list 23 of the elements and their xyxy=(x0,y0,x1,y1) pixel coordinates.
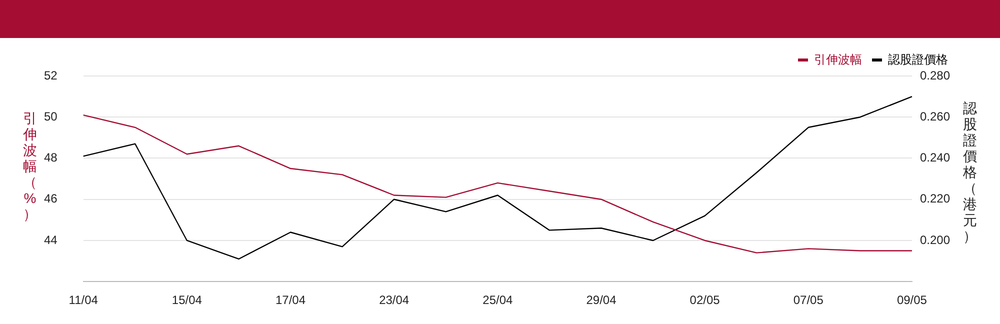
y-tick-label: 52 xyxy=(44,68,58,82)
y-tick-label: 48 xyxy=(44,150,58,165)
y-axis-title: 引伸波幅（%） xyxy=(22,110,38,222)
y2-tick-label: 0.260 xyxy=(920,109,950,124)
x-tick-label: 29/04 xyxy=(586,293,617,308)
y2-tick-label: 0.240 xyxy=(920,150,950,165)
x-tick-label: 11/04 xyxy=(68,293,98,308)
y2-tick-label: 0.200 xyxy=(920,232,950,247)
text: 認股證價格（港元） xyxy=(963,100,977,244)
y-tick-label: 44 xyxy=(44,232,58,247)
x-tick-label: 25/04 xyxy=(482,293,513,308)
legend-label: 引伸波幅 xyxy=(814,52,862,66)
y2-tick-label: 0.280 xyxy=(920,68,950,82)
x-tick-label: 02/05 xyxy=(690,293,720,308)
x-tick-label: 09/05 xyxy=(896,293,928,308)
y-tick-label: 46 xyxy=(44,192,58,206)
x-tick-label: 23/04 xyxy=(379,293,410,308)
y-tick-label: 50 xyxy=(44,109,58,124)
x-tick-label: 07/05 xyxy=(793,293,824,308)
legend-label: 認股證價格 xyxy=(888,52,948,66)
y2-tick-label: 0.220 xyxy=(920,192,950,206)
x-tick-label: 17/04 xyxy=(275,293,306,308)
x-tick-label: 15/04 xyxy=(172,293,202,308)
